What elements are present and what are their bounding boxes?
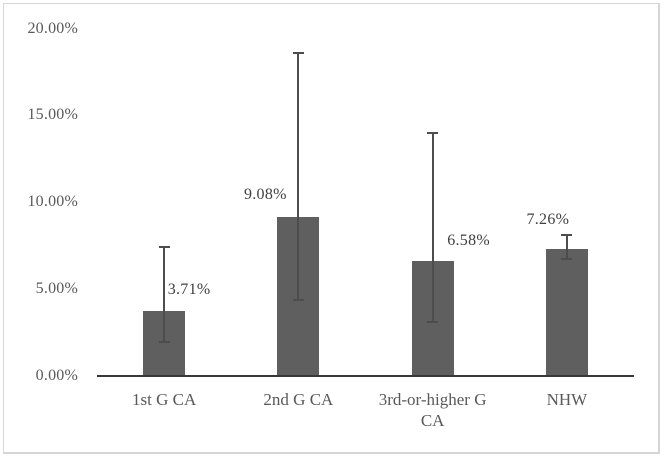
error-bar-cap (158, 245, 170, 248)
error-bar-line (163, 246, 166, 343)
error-bar-cap (427, 131, 439, 134)
y-axis-tick-label: 20.00% (27, 19, 78, 37)
x-axis-category-label: 3rd-or-higher G CA (378, 390, 487, 430)
error-bar-cap (158, 341, 170, 344)
data-label: 7.26% (526, 210, 570, 228)
y-axis-tick-label: 5.00% (35, 280, 78, 298)
error-bar-cap (561, 257, 573, 260)
x-axis-category-label: NHW (546, 390, 588, 409)
error-bar-line (565, 235, 568, 259)
y-axis-tick-label: 0.00% (35, 367, 78, 384)
x-axis-category-label: 2nd G CA (263, 390, 334, 409)
error-bar-cap (292, 299, 304, 302)
error-bar-line (431, 132, 434, 322)
data-label: 9.08% (243, 186, 287, 204)
x-axis-category-label: 1st G CA (132, 390, 197, 409)
y-axis-tick-label: 10.00% (27, 193, 78, 211)
data-label: 6.58% (447, 231, 491, 249)
data-label: 3.71% (167, 280, 211, 298)
error-bar-cap (561, 234, 573, 237)
x-axis-line (97, 375, 634, 377)
error-bar-cap (427, 321, 439, 323)
error-bar-cap (292, 51, 304, 54)
y-axis-tick-label: 15.00% (27, 106, 78, 124)
bar-nhw (545, 248, 588, 375)
error-bar-line (297, 52, 300, 301)
